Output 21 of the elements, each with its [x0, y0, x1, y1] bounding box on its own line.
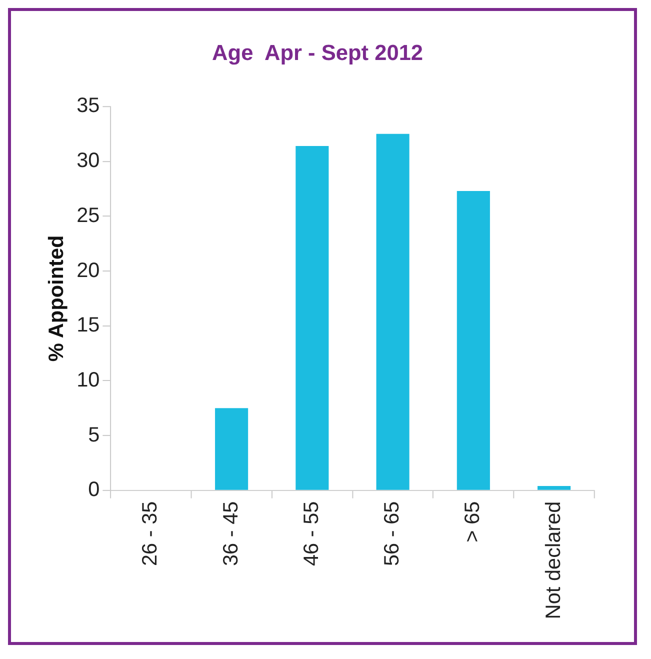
y-tick-label: 0: [88, 478, 100, 502]
y-tick-label: 35: [76, 94, 100, 118]
y-tick-label: 15: [76, 314, 100, 337]
y-tick-label: 25: [76, 204, 100, 227]
y-tick-label: 10: [76, 368, 100, 392]
bar: [456, 190, 490, 490]
bar: [215, 408, 248, 490]
y-axis-title: % Appointed: [44, 235, 68, 362]
x-tick-label: 46 - 55: [300, 501, 323, 566]
x-tick-label: 56 - 65: [380, 501, 404, 566]
y-tick-label: 30: [76, 149, 100, 172]
bar: [538, 486, 571, 490]
x-tick-label: Not declared: [542, 501, 565, 620]
x-tick-label: > 65: [461, 501, 484, 542]
chart-title: Age Apr - Sept 2012: [212, 40, 424, 65]
bar: [376, 134, 410, 490]
x-tick-label: 26 - 35: [138, 501, 162, 566]
y-tick-label: 20: [76, 258, 100, 282]
x-tick-label: 36 - 45: [219, 501, 242, 566]
bar: [296, 146, 329, 490]
y-tick-label: 5: [88, 423, 100, 446]
